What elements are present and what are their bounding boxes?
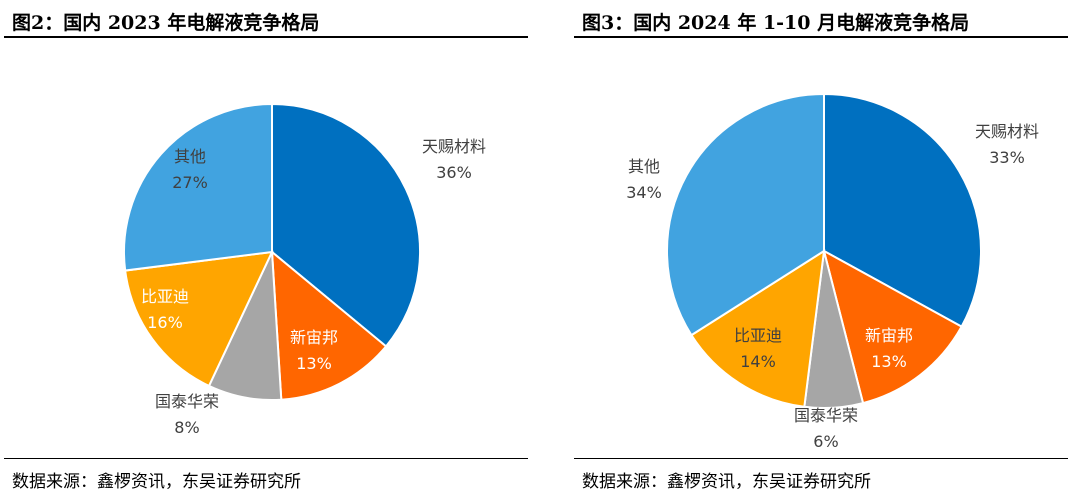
slice-name-label: 国泰华荣 bbox=[155, 392, 219, 411]
title-divider bbox=[4, 36, 528, 38]
pie-slice bbox=[124, 250, 274, 388]
pie-slice bbox=[823, 92, 982, 328]
pie-slice bbox=[271, 102, 421, 348]
slice-value-label: 27% bbox=[172, 173, 208, 192]
pie-slice bbox=[270, 249, 388, 401]
pie-slice bbox=[822, 249, 963, 405]
slice-value-label: 8% bbox=[174, 418, 199, 437]
source-note: 数据来源：鑫椤资讯，东吴证券研究所 bbox=[12, 472, 301, 492]
slice-value-label: 36% bbox=[436, 163, 472, 182]
pie-slice bbox=[666, 92, 825, 337]
chart-title: 图2：国内 2023 年电解液竞争格局 bbox=[12, 12, 320, 34]
chart-panel-2024: 图3：国内 2024 年 1-10 月电解液竞争格局 天赐材料 33% 新宙邦 13%… bbox=[570, 0, 1080, 495]
chart-title: 图3：国内 2024 年 1-10 月电解液竞争格局 bbox=[582, 12, 970, 34]
slice-value-label: 34% bbox=[626, 183, 662, 202]
slice-name-label: 新宙邦 bbox=[290, 328, 338, 347]
slice-value-label: 13% bbox=[871, 352, 907, 371]
slice-name-label: 比亚迪 bbox=[734, 326, 782, 345]
slice-name-label: 比亚迪 bbox=[141, 287, 189, 306]
slice-value-label: 33% bbox=[989, 148, 1025, 167]
slice-name-label: 天赐材料 bbox=[975, 122, 1039, 141]
slice-value-label: 13% bbox=[296, 354, 332, 373]
slice-name-label: 其他 bbox=[174, 147, 206, 166]
title-divider bbox=[574, 36, 1068, 38]
chart-panel-2023: 图2：国内 2023 年电解液竞争格局 天赐材料 36% 新宙邦 13% 国泰华荣 8% 比… bbox=[4, 12, 528, 492]
slice-name-label: 天赐材料 bbox=[422, 137, 486, 156]
source-note: 数据来源：鑫椤资讯，东吴证券研究所 bbox=[582, 472, 871, 492]
pie-chart-2024: 天赐材料 33% 新宙邦 13% 国泰华荣 6% 比亚迪 14% 其他 34% bbox=[626, 92, 1039, 451]
slice-value-label: 14% bbox=[740, 352, 776, 371]
slice-value-label: 6% bbox=[813, 432, 838, 451]
source-divider bbox=[574, 458, 1068, 459]
pie-chart-2023: 天赐材料 36% 新宙邦 13% 国泰华荣 8% 比亚迪 16% 其他 27% bbox=[123, 102, 486, 437]
slice-name-label: 国泰华荣 bbox=[794, 406, 858, 425]
slice-name-label: 新宙邦 bbox=[865, 326, 913, 345]
slice-name-label: 其他 bbox=[628, 157, 660, 176]
pie-slice bbox=[690, 249, 826, 408]
slice-value-label: 16% bbox=[147, 313, 183, 332]
source-divider bbox=[4, 458, 528, 459]
pie-slice bbox=[123, 102, 273, 272]
